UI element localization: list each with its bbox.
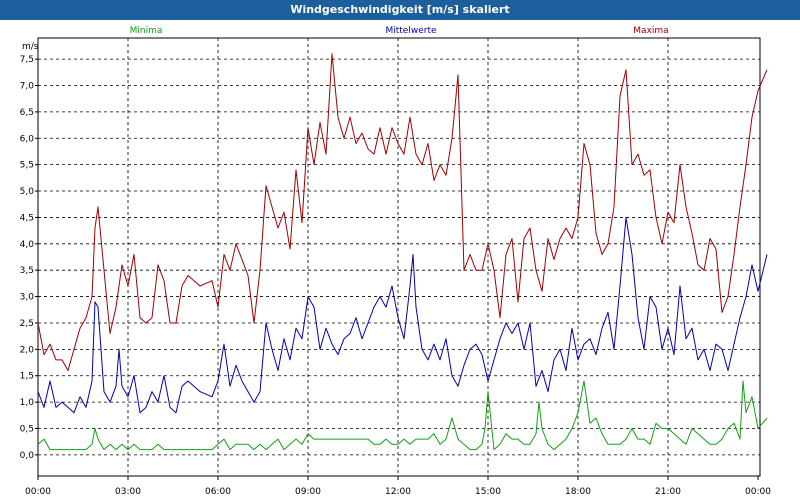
x-tick-time: 21:00 [655,487,681,497]
y-tick-label: 0,0 [20,451,35,461]
wind-speed-chart: 0,0 0,5 1,0 1,5 2,0 2,5 3,0 3,5 4,0 4,5 5,0 5,5 6,0 6… [20,26,772,497]
x-tick-time: 00:00 [25,487,51,497]
x-tick-time: 12:00 [385,487,411,497]
series-line-minima [37,380,768,451]
y-tick-label: 0,5 [20,425,34,435]
grid-lines [38,38,760,476]
series-line-mittelwerte [37,216,768,414]
series-line-maxima [37,53,768,371]
y-axis: 0,0 0,5 1,0 1,5 2,0 2,5 3,0 3,5 4,0 4,5 5,0 5,5 6,0 6… [20,55,38,461]
y-tick-label: 6,0 [20,134,35,144]
legend-mittelwerte: Mittelwerte [385,26,436,36]
y-tick-label: 7,5 [20,55,34,65]
series-lines [37,53,768,451]
y-tick-label: 3,0 [20,293,35,303]
x-tick-time: 09:00 [295,487,321,497]
y-tick-label: 5,5 [20,161,34,171]
x-tick-time: 03:00 [115,487,141,497]
y-tick-label: 1,0 [20,398,35,408]
y-tick-label: 3,5 [20,266,34,276]
x-tick-time: 15:00 [475,487,501,497]
y-tick-label: 2,5 [20,319,34,329]
window-title: Windgeschwindigkeit [m/s] skaliert [0,0,800,20]
x-axis: 00:0009.08.1903:0009.08.1906:0009.08.190… [25,476,771,497]
y-tick-label: 4,5 [20,213,34,223]
legend-minima: Minima [130,26,163,36]
y-tick-label: 2,0 [20,345,35,355]
x-tick-time: 00:00 [745,487,771,497]
legend-maxima: Maxima [633,26,668,36]
x-tick-time: 06:00 [205,487,231,497]
y-tick-label: 4,0 [20,240,35,250]
y-tick-label: 5,0 [20,187,35,197]
y-axis-label: m/s [22,42,39,52]
y-tick-label: 1,5 [20,372,34,382]
y-tick-label: 6,5 [20,108,34,118]
y-tick-label: 7,0 [20,81,35,91]
plot-area [37,37,761,477]
x-tick-time: 18:00 [565,487,591,497]
